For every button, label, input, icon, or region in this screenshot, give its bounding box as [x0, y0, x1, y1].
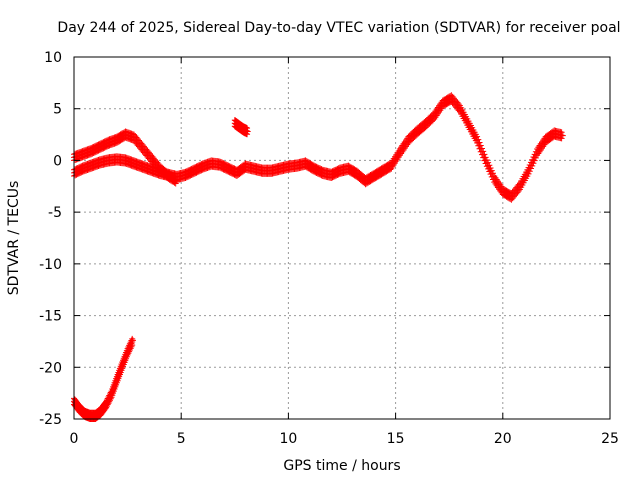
y-tick-label: -25: [39, 412, 62, 428]
data-point: [129, 335, 136, 342]
data-point: [482, 154, 489, 161]
data-point: [515, 187, 522, 194]
data-point: [244, 128, 251, 135]
data-points: [71, 92, 566, 422]
y-tick-label: 0: [53, 153, 62, 169]
data-point: [526, 168, 533, 175]
x-tick-label: 25: [601, 431, 619, 447]
y-tick-label: -15: [39, 309, 62, 325]
data-point: [129, 337, 136, 344]
data-point: [525, 170, 532, 177]
data-point: [481, 151, 488, 158]
x-tick-label: 0: [70, 431, 79, 447]
x-tick-label: 15: [387, 431, 405, 447]
data-point: [558, 135, 565, 142]
chart-title: Day 244 of 2025, Sidereal Day-to-day VTE…: [57, 20, 620, 36]
y-tick-label: -5: [48, 205, 62, 221]
data-point: [486, 162, 493, 169]
y-tick-label: 10: [44, 50, 62, 66]
series-low-arc: [71, 335, 136, 422]
x-tick-label: 20: [494, 431, 512, 447]
plot-frame: [73, 56, 611, 420]
data-point: [455, 101, 462, 108]
data-point: [478, 145, 485, 152]
data-point: [559, 132, 566, 139]
grid-lines: [74, 57, 610, 419]
data-point: [489, 170, 496, 177]
x-tick-label: 5: [177, 431, 186, 447]
data-point: [558, 129, 565, 136]
data-point: [244, 131, 251, 138]
data-point: [487, 164, 494, 171]
data-point: [531, 157, 538, 164]
data-point: [488, 167, 495, 174]
data-point: [244, 125, 251, 132]
axis-ticks: 0 5 10 15 20 25 10 5 0 -5 -10 -15 -20 -25: [39, 50, 619, 447]
series-isolated-segment: [231, 117, 251, 138]
data-point: [474, 133, 481, 140]
y-tick-label: 5: [53, 102, 62, 118]
series-lower-band: [71, 92, 566, 203]
data-point: [129, 342, 136, 349]
data-point: [527, 165, 534, 172]
data-point: [107, 395, 114, 402]
data-point: [483, 156, 490, 163]
data-point: [476, 139, 483, 146]
data-point: [529, 162, 536, 169]
data-point: [480, 148, 487, 155]
data-point: [485, 159, 492, 166]
data-point: [477, 142, 484, 149]
y-tick-label: -20: [39, 360, 62, 376]
x-tick-label: 10: [279, 431, 297, 447]
data-point: [530, 160, 537, 167]
data-point: [475, 136, 482, 143]
y-tick-label: -10: [39, 257, 62, 273]
data-point: [532, 154, 539, 161]
x-axis-label: GPS time / hours: [283, 458, 400, 474]
y-axis-label: SDTVAR / TECUs: [6, 181, 22, 296]
